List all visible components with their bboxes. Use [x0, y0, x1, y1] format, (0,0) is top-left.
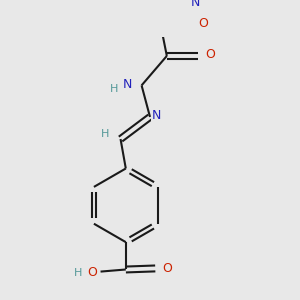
Text: O: O	[205, 48, 215, 62]
Text: H: H	[100, 129, 109, 139]
Text: O: O	[162, 262, 172, 275]
Text: N: N	[152, 110, 161, 122]
Text: O: O	[87, 266, 97, 279]
Text: N: N	[123, 78, 133, 91]
Text: H: H	[74, 268, 83, 278]
Text: O: O	[199, 17, 208, 30]
Text: H: H	[110, 83, 118, 94]
Text: N: N	[190, 0, 200, 9]
